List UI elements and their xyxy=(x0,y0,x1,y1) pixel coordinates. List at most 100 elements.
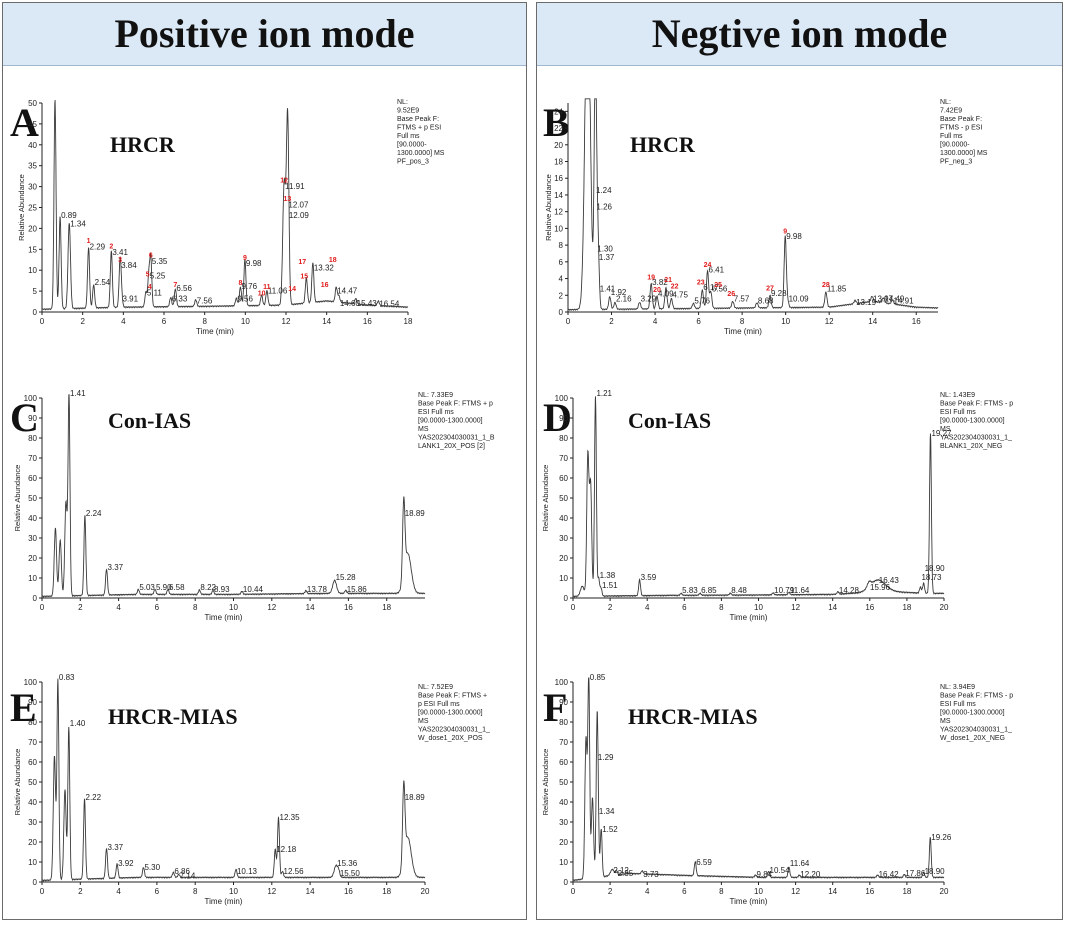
peak-label: 13.78 xyxy=(307,585,328,594)
x-tick-label: 10 xyxy=(781,317,790,326)
peak-label: 3.92 xyxy=(118,859,134,868)
nl-annotation-line: NL: 7.52E9 xyxy=(418,684,453,691)
y-tick-label: 10 xyxy=(559,574,568,583)
nl-annotation-line: MS xyxy=(940,718,951,725)
y-tick-label: 35 xyxy=(28,162,37,171)
peak-label: 6.17 xyxy=(703,283,719,292)
y-tick-label: 0 xyxy=(559,308,564,317)
y-tick-label: 60 xyxy=(559,758,568,767)
x-tick-label: 16 xyxy=(865,603,874,612)
compound-number: 8 xyxy=(239,280,243,287)
y-tick-label: 100 xyxy=(555,678,569,687)
y-tick-label: 90 xyxy=(559,414,568,423)
x-tick-label: 0 xyxy=(40,887,45,896)
nl-annotation-line: Full ms xyxy=(940,133,963,140)
y-tick-label: 70 xyxy=(559,738,568,747)
nl-annotation-line: Base Peak F: xyxy=(940,116,982,123)
peak-label: 6.41 xyxy=(709,265,725,274)
sample-title: Con-IAS xyxy=(628,408,711,433)
y-tick-label: 40 xyxy=(559,798,568,807)
y-tick-label: 80 xyxy=(28,718,37,727)
peak-label: 15.96 xyxy=(870,583,891,592)
y-tick-label: 40 xyxy=(28,798,37,807)
compound-number: 4 xyxy=(148,284,152,291)
compound-number: 19 xyxy=(647,274,655,281)
peak-label: 1.30 xyxy=(597,244,613,253)
panel-label: A xyxy=(10,100,39,145)
x-axis-title: Time (min) xyxy=(205,897,243,906)
peak-label: 5.83 xyxy=(682,586,698,595)
peak-label: 13.32 xyxy=(314,263,335,272)
y-tick-label: 2 xyxy=(559,291,564,300)
compound-number: 28 xyxy=(822,282,830,289)
compound-number: 23 xyxy=(697,279,705,286)
peak-label: 8.93 xyxy=(214,585,230,594)
peak-label: 7.56 xyxy=(197,297,213,306)
x-tick-label: 16 xyxy=(363,317,372,326)
peak-label: 11.91 xyxy=(285,182,305,191)
peak-label: 3.41 xyxy=(112,248,128,257)
peak-label: 10.44 xyxy=(243,585,264,594)
y-tick-label: 50 xyxy=(559,494,568,503)
peak-label: 13.19 xyxy=(856,298,877,307)
compound-number: 24 xyxy=(704,262,712,269)
x-tick-label: 14 xyxy=(322,317,331,326)
nl-annotation-line: MS xyxy=(418,718,429,725)
panel-label: B xyxy=(543,100,570,145)
nl-annotation-line: W_dose1_20X_POS xyxy=(418,735,483,742)
x-tick-label: 12 xyxy=(791,887,800,896)
peak-label: 11.06 xyxy=(268,286,288,295)
peak-label: 9.98 xyxy=(786,232,802,241)
peak-label: 1.24 xyxy=(596,186,612,195)
peak-label: 1.38 xyxy=(600,571,616,580)
y-tick-label: 8 xyxy=(559,241,564,250)
y-tick-label: 20 xyxy=(559,838,568,847)
y-tick-label: 0 xyxy=(33,878,38,887)
peak-label: 18.73 xyxy=(921,573,942,582)
peak-label: 6.56 xyxy=(712,285,728,294)
peak-label: 2.24 xyxy=(86,509,102,518)
y-tick-label: 80 xyxy=(28,434,37,443)
compound-number: 20 xyxy=(653,287,661,294)
nl-annotation-line: p ESI Full ms xyxy=(418,701,460,708)
x-tick-label: 2 xyxy=(608,603,613,612)
nl-annotation-line: NL: xyxy=(940,99,951,106)
nl-annotation-line: FTMS + p ESI xyxy=(397,125,441,132)
peak-label: 3.29 xyxy=(641,295,657,304)
peak-label: 6.85 xyxy=(701,586,717,595)
nl-annotation-line: [90.0000- xyxy=(397,142,427,149)
peak-label: 15.50 xyxy=(340,869,361,878)
x-tick-label: 8 xyxy=(740,317,745,326)
compound-number: 17 xyxy=(298,259,306,266)
peak-label: 2.54 xyxy=(95,278,111,287)
x-tick-label: 12 xyxy=(825,317,834,326)
peak-label: 15.86 xyxy=(347,585,368,594)
nl-annotation-line: ESI Full ms xyxy=(418,409,454,416)
chromatogram-trace xyxy=(567,98,939,312)
y-tick-label: 10 xyxy=(28,574,37,583)
nl-annotation-line: NL: xyxy=(397,99,408,106)
x-tick-label: 6 xyxy=(162,317,167,326)
peak-label: 8.22 xyxy=(200,583,216,592)
compound-number: 27 xyxy=(766,285,774,292)
y-axis-title: Relative Abundance xyxy=(13,465,22,532)
peak-label: 4.75 xyxy=(672,290,688,299)
peak-label: 16.43 xyxy=(879,576,900,585)
peak-label: 8.48 xyxy=(731,586,747,595)
sample-title: Con-IAS xyxy=(108,408,191,433)
y-tick-label: 0 xyxy=(33,308,38,317)
x-tick-label: 6 xyxy=(155,603,160,612)
nl-annotation-line: YAS202304030031_1_ xyxy=(940,727,1012,734)
peak-label: 5.25 xyxy=(150,272,166,281)
y-tick-label: 10 xyxy=(559,858,568,867)
peak-label: 3.73 xyxy=(643,870,659,879)
y-tick-label: 30 xyxy=(559,534,568,543)
nl-annotation-line: YAS202304030031_1_ xyxy=(940,435,1012,442)
peak-label: 1.41 xyxy=(70,389,86,398)
x-tick-label: 2 xyxy=(78,887,83,896)
panel-e: E HRCR-MIAS NL: 7.52E9 Base Peak F: FTMS +p… xyxy=(10,673,490,906)
x-tick-label: 10 xyxy=(229,887,238,896)
x-tick-label: 16 xyxy=(344,887,353,896)
x-tick-label: 0 xyxy=(40,317,45,326)
y-tick-label: 60 xyxy=(28,758,37,767)
